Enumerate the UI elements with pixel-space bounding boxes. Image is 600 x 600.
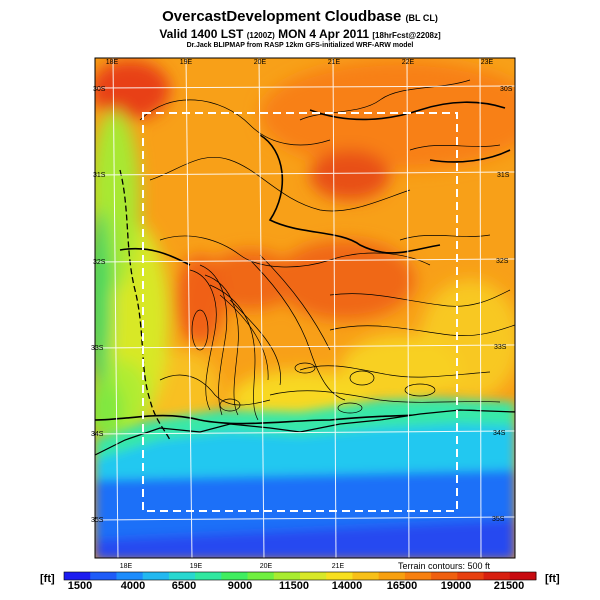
top-lon-22: 22E xyxy=(402,59,415,66)
colorbar-swatch xyxy=(195,572,222,580)
colorbar-swatch xyxy=(247,572,275,580)
colorbar-swatch xyxy=(300,572,327,580)
colorbar-tick-label: 1500 xyxy=(67,580,93,592)
colorbar-swatch xyxy=(378,572,406,580)
right-lat-34: 34S xyxy=(493,430,506,437)
colorbar-swatch xyxy=(431,572,458,580)
colorbar-unit-left: [ft] xyxy=(40,573,55,585)
colorbar-swatch xyxy=(221,572,249,580)
terrain-contours xyxy=(139,79,515,421)
color-field xyxy=(95,58,515,558)
bottom-lon-21: 21E xyxy=(332,563,345,570)
colorbar-swatch xyxy=(483,572,511,580)
top-lon-19: 19E xyxy=(180,59,193,66)
colorbar-swatch xyxy=(90,572,117,580)
title-text: OvercastDevelopment Cloudbase xyxy=(162,8,402,25)
left-lat-34: 34S xyxy=(91,431,104,438)
bottom-lon-19: 19E xyxy=(190,563,203,570)
bottom-lon-20: 20E xyxy=(260,563,273,570)
top-lon-23: 23E xyxy=(481,59,494,66)
colorbar-tick-label: 19000 xyxy=(440,580,472,592)
left-lat-33: 33S xyxy=(91,345,104,352)
colorbar-tick-label: 14000 xyxy=(331,580,363,592)
top-lon-18: 18E xyxy=(106,59,119,66)
colorbar xyxy=(63,571,537,581)
colorbar-swatch xyxy=(509,572,537,580)
top-lon-21: 21E xyxy=(328,59,341,66)
left-lat-30: 30S xyxy=(93,86,106,93)
colorbar-unit-right: [ft] xyxy=(545,573,560,585)
colorbar-swatch xyxy=(457,572,485,580)
map-title: OvercastDevelopment Cloudbase (BL CL) xyxy=(0,8,600,25)
left-lat-35: 35S xyxy=(91,517,104,524)
coastline xyxy=(95,409,515,456)
top-lon-20: 20E xyxy=(254,59,267,66)
right-lat-32: 32S xyxy=(496,258,509,265)
colorbar-swatch xyxy=(168,572,196,580)
left-lat-31: 31S xyxy=(93,172,106,179)
valid-local: Valid 1400 LST xyxy=(159,27,244,41)
colorbar-swatch xyxy=(116,572,144,580)
right-lat-33: 33S xyxy=(494,344,507,351)
forecast-tag: [18hrFcst@2208z] xyxy=(372,31,441,40)
colorbar-tick-label: 21500 xyxy=(493,580,525,592)
right-lat-30: 30S xyxy=(500,86,513,93)
valid-utc: (1200Z) xyxy=(246,31,275,40)
bottom-lon-18: 18E xyxy=(120,563,133,570)
right-lat-35: 35S xyxy=(492,516,505,523)
left-lat-32: 32S xyxy=(93,259,106,266)
colorbar-tick-label: 6500 xyxy=(171,580,197,592)
colorbar-swatch xyxy=(64,572,91,580)
valid-time-line: Valid 1400 LST (1200Z) MON 4 Apr 2011 [1… xyxy=(0,27,600,41)
colorbar-swatch xyxy=(142,572,170,580)
title-tag: (BL CL) xyxy=(405,13,438,23)
graticule xyxy=(95,58,515,558)
right-lat-31: 31S xyxy=(497,172,510,179)
colorbar-swatch xyxy=(352,572,380,580)
colorbar-swatch xyxy=(404,572,432,580)
colorbar-tick-label: 9000 xyxy=(227,580,253,592)
colorbar-tick-label: 16500 xyxy=(386,580,418,592)
credit-line: Dr.Jack BLIPMAP from RASP 12km GFS-initi… xyxy=(186,42,414,49)
colorbar-tick-label: 4000 xyxy=(120,580,146,592)
terrain-contour-note: Terrain contours: 500 ft xyxy=(398,561,491,571)
map-frame xyxy=(94,57,516,559)
grid-labels: 18E 19E 20E 21E 22E 23E 18E 19E 20E 21E … xyxy=(91,59,513,570)
colorbar-border xyxy=(63,571,537,581)
colorbar-swatch xyxy=(326,572,353,580)
inner-domain-box xyxy=(142,112,458,512)
colorbar-tick-label: 11500 xyxy=(279,580,309,592)
valid-date: MON 4 Apr 2011 xyxy=(278,27,370,41)
colorbar-swatch xyxy=(273,572,301,580)
